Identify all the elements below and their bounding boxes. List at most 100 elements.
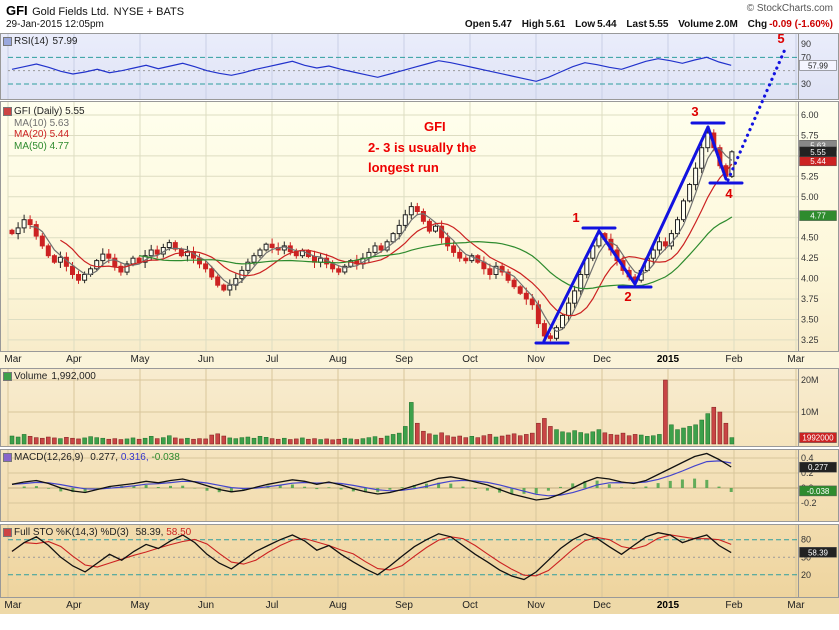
price-value: 5.55 bbox=[65, 106, 85, 117]
month-label: Sep bbox=[395, 354, 413, 365]
month-label: Aug bbox=[329, 600, 347, 611]
month-label: Feb bbox=[725, 354, 743, 365]
macd-panel: 0.40.20.0-0.20.277-0.038 MACD(12,26,9) 0… bbox=[0, 449, 839, 522]
month-label: 2015 bbox=[656, 600, 680, 611]
ticker-symbol: GFI bbox=[6, 3, 28, 18]
svg-text:58.39: 58.39 bbox=[808, 548, 829, 557]
volume-panel: 20M 10M 1992000 Volume 1,992,000 bbox=[0, 368, 839, 447]
company-name: Gold Fields Ltd. bbox=[32, 6, 110, 18]
month-label: Oct bbox=[462, 600, 478, 611]
macd-plot: 0.40.20.0-0.20.277-0.038 bbox=[0, 449, 839, 522]
macd-value: 0.277, bbox=[90, 452, 119, 463]
svg-text:4.77: 4.77 bbox=[810, 212, 826, 221]
ma50-legend: MA(50) 4.77 bbox=[14, 140, 70, 152]
svg-text:4.25: 4.25 bbox=[801, 253, 819, 263]
month-label: Apr bbox=[66, 354, 82, 365]
rsi-collapse-icon[interactable] bbox=[3, 37, 12, 46]
sto-plot: 80502058.39 bbox=[0, 524, 839, 598]
macd-label: MACD(12,26,9) bbox=[14, 452, 84, 463]
volume-label: Volume bbox=[678, 19, 714, 30]
svg-text:5.00: 5.00 bbox=[801, 192, 819, 202]
low-value: 5.44 bbox=[597, 19, 617, 30]
svg-text:0.277: 0.277 bbox=[808, 463, 829, 472]
month-label: Apr bbox=[66, 600, 82, 611]
volume-panel-label: Volume bbox=[14, 371, 48, 382]
month-label: Mar bbox=[787, 600, 805, 611]
svg-text:20M: 20M bbox=[801, 375, 819, 385]
rsi-panel: 90 70 30 57.99 RSI(14) 57.99 bbox=[0, 33, 839, 100]
sto-legend: Full STO %K(14,3) %D(3) 58.39, 58.50 bbox=[14, 527, 191, 538]
price-label: GFI (Daily) bbox=[14, 106, 63, 117]
svg-text:-0.2: -0.2 bbox=[801, 498, 817, 508]
rsi-label: RSI(14) bbox=[14, 36, 49, 47]
svg-text:-0.038: -0.038 bbox=[807, 487, 830, 496]
sto-k-value: 58.39, bbox=[135, 527, 164, 538]
price-plot: 6.005.755.505.255.004.754.504.254.003.75… bbox=[0, 101, 839, 352]
month-label: Sep bbox=[395, 600, 413, 611]
open-label: Open bbox=[464, 19, 491, 30]
svg-text:90: 90 bbox=[801, 39, 811, 49]
month-label: Dec bbox=[593, 600, 611, 611]
volume-value: 2.0M bbox=[715, 19, 738, 30]
month-label: Feb bbox=[725, 600, 743, 611]
copyright: © StockCharts.com bbox=[746, 3, 833, 14]
svg-text:10M: 10M bbox=[801, 407, 819, 417]
month-label: Aug bbox=[329, 354, 347, 365]
open-value: 5.47 bbox=[492, 19, 512, 30]
x-axis-top: Mar Apr May Jun Jul Aug Sep Oct Nov Dec 2015 Feb Mar bbox=[0, 352, 839, 368]
price-panel: 6.005.755.505.255.004.754.504.254.003.75… bbox=[0, 101, 839, 352]
rsi-plot: 90 70 30 57.99 bbox=[0, 33, 839, 100]
svg-text:3.25: 3.25 bbox=[801, 335, 819, 345]
svg-text:5.75: 5.75 bbox=[801, 131, 819, 141]
month-label: 2015 bbox=[656, 354, 680, 365]
month-label: May bbox=[130, 600, 150, 611]
svg-text:20: 20 bbox=[801, 570, 811, 580]
svg-text:80: 80 bbox=[801, 535, 811, 545]
ma10-legend: MA(10) 5.63 bbox=[14, 117, 70, 129]
svg-text:30: 30 bbox=[801, 79, 811, 89]
svg-text:5.63: 5.63 bbox=[810, 141, 826, 150]
month-label: Jun bbox=[197, 354, 215, 365]
macd-collapse-icon[interactable] bbox=[3, 453, 12, 462]
svg-text:4.50: 4.50 bbox=[801, 233, 819, 243]
last-value: 5.55 bbox=[648, 19, 669, 30]
chg-value: -0.09 (-1.60%) bbox=[769, 19, 833, 30]
month-label: Mar bbox=[4, 354, 22, 365]
high-value: 5.61 bbox=[545, 19, 566, 30]
month-label: Mar bbox=[4, 600, 22, 611]
svg-text:5.55: 5.55 bbox=[810, 148, 826, 157]
chart-datetime: 29-Jan-2015 12:05pm bbox=[6, 19, 104, 30]
low-label: Low bbox=[575, 19, 596, 30]
x-axis-bottom: Mar Apr May Jun Jul Aug Sep Oct Nov Dec 2015 Feb Mar bbox=[0, 598, 839, 614]
chg-label: Chg bbox=[747, 19, 768, 30]
svg-text:3.50: 3.50 bbox=[801, 315, 819, 325]
exchange-name: NYSE + BATS bbox=[113, 6, 185, 18]
month-label: Mar bbox=[787, 354, 805, 365]
last-label: Last bbox=[626, 19, 647, 30]
svg-text:1992000: 1992000 bbox=[802, 434, 834, 443]
month-label: Nov bbox=[527, 600, 545, 611]
quote-strip: Open 5.47 High 5.61 Low 5.44 Last 5.55 Volum… bbox=[458, 19, 833, 30]
svg-text:5.25: 5.25 bbox=[801, 171, 819, 181]
volume-collapse-icon[interactable] bbox=[3, 372, 12, 381]
month-label: Jul bbox=[265, 354, 279, 365]
sto-collapse-icon[interactable] bbox=[3, 528, 12, 537]
month-label: Oct bbox=[462, 354, 478, 365]
volume-panel-value: 1,992,000 bbox=[51, 371, 96, 382]
sto-label: Full STO %K(14,3) %D(3) bbox=[14, 527, 129, 538]
rsi-value: 57.99 bbox=[52, 36, 78, 47]
month-label: Jun bbox=[197, 600, 215, 611]
price-legend: GFI (Daily) 5.55 MA(10) 5.63 MA(20) 5.44… bbox=[14, 106, 85, 152]
high-label: High bbox=[521, 19, 544, 30]
svg-text:4.00: 4.00 bbox=[801, 274, 819, 284]
svg-text:6.00: 6.00 bbox=[801, 110, 819, 120]
price-collapse-icon[interactable] bbox=[3, 107, 12, 116]
volume-legend: Volume 1,992,000 bbox=[14, 371, 96, 382]
month-label: Dec bbox=[593, 354, 611, 365]
price-title-row: GFI (Daily) 5.55 bbox=[14, 106, 85, 118]
svg-text:5.44: 5.44 bbox=[810, 157, 826, 166]
month-label: Jul bbox=[265, 600, 279, 611]
macd-legend: MACD(12,26,9) 0.277, 0.316, -0.038 bbox=[14, 452, 180, 463]
sto-d-value: 58.50 bbox=[166, 527, 192, 538]
